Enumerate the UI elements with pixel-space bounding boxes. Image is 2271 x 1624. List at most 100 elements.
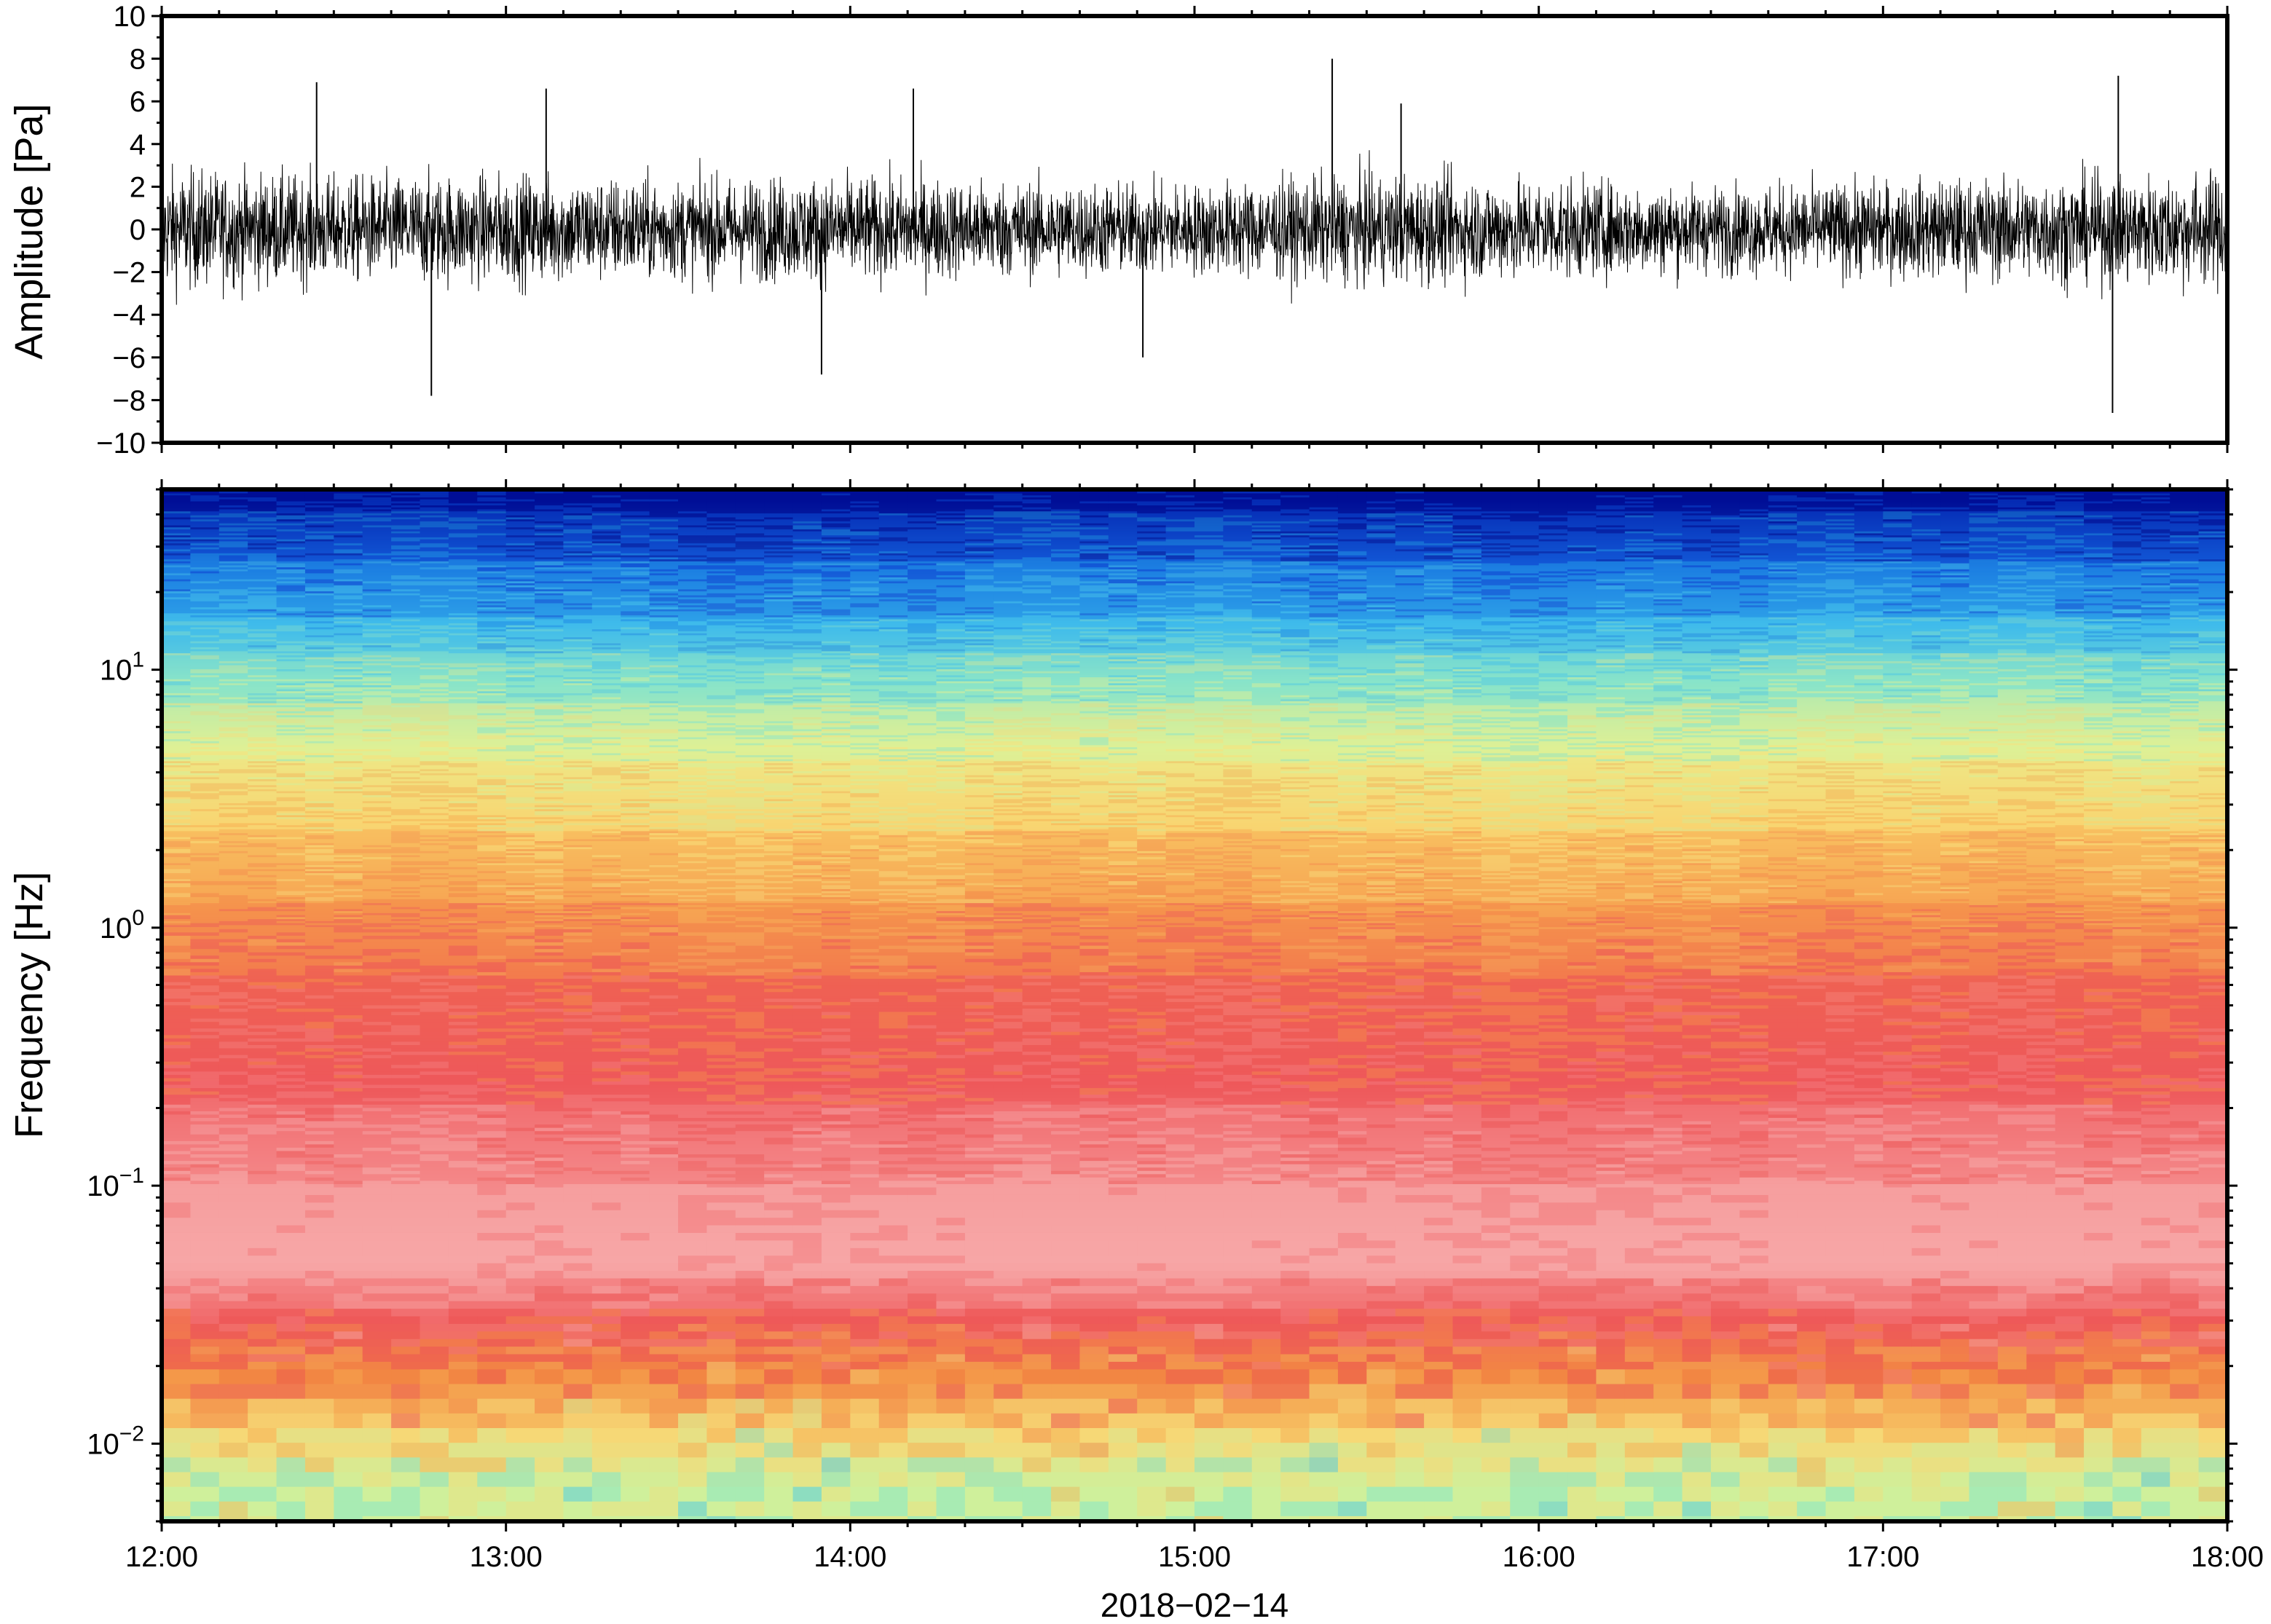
spectrogram-cell [477, 1071, 506, 1075]
spectrogram-cell [506, 1286, 535, 1294]
spectrogram-cell [334, 1355, 363, 1363]
spectrogram-cell [277, 1124, 306, 1128]
spectrogram-cell [305, 1148, 334, 1151]
spectrogram-cell [305, 1256, 334, 1264]
spectrogram-cell [506, 1472, 535, 1487]
spectrogram-cell [391, 929, 420, 933]
spectrogram-cell [190, 1025, 219, 1029]
spectrogram-cell [162, 1399, 191, 1414]
spectrogram-cell [277, 1210, 306, 1218]
spectrogram-cell [162, 1012, 191, 1016]
spectrogram-cell [190, 1101, 219, 1105]
spectrogram-cell [190, 972, 219, 976]
spectrogram-cell [334, 1095, 363, 1098]
spectrogram-cell [477, 1052, 506, 1055]
spectrogram-cell [449, 1226, 478, 1234]
spectrogram-cell [277, 1028, 306, 1032]
spectrogram-cell [449, 1114, 478, 1118]
spectrogram-cell [535, 1180, 564, 1184]
spectrogram-cell [420, 998, 449, 1002]
spectrogram-cell [506, 1384, 535, 1400]
spectrogram-cell [420, 1195, 449, 1203]
spectrogram-cell [305, 1301, 334, 1309]
spectrogram-cell [420, 982, 449, 986]
spectrogram-cell [219, 1065, 248, 1068]
spectrogram-cell [477, 1068, 506, 1072]
spectrogram-cell [334, 1293, 363, 1301]
spectrogram-cell [248, 1081, 277, 1085]
spectrogram-cell [363, 1278, 392, 1286]
spectrogram-cell [391, 1347, 420, 1355]
spectrogram-cell [219, 1240, 248, 1248]
spectrogram-cell [535, 1032, 564, 1036]
spectrogram-cell [277, 1005, 306, 1009]
spectrogram-cell [190, 1428, 219, 1443]
spectrogram-cell [219, 1025, 248, 1029]
spectrogram-cell [219, 1331, 248, 1339]
spectrogram-cell [334, 955, 363, 959]
spectrogram-cell [506, 1025, 535, 1029]
spectrogram-cell [535, 1271, 564, 1279]
spectrogram-cell [535, 1457, 564, 1473]
spectrogram-cell [535, 1154, 564, 1158]
spectrogram-cell [219, 949, 248, 953]
spectrogram-cell [363, 1248, 392, 1256]
spectrogram-cell [535, 955, 564, 959]
spectrogram-cell [162, 1202, 191, 1210]
spectrogram-cell [277, 1339, 306, 1347]
spectrogram-cell [334, 1347, 363, 1355]
spectrogram-cell [277, 1114, 306, 1118]
spectrogram-cell [219, 1271, 248, 1279]
spectrogram-cell [334, 1114, 363, 1118]
spectrogram-cell [391, 1138, 420, 1141]
spectrogram-cell [420, 1180, 449, 1184]
spectrogram-cell [190, 1301, 219, 1309]
spectrogram-cell [535, 1005, 564, 1009]
spectrogram-cell [248, 1108, 277, 1111]
spectrogram-cell [535, 936, 564, 939]
spectrogram-cell [449, 1045, 478, 1049]
spectrogram-cell [248, 1264, 277, 1272]
spectrogram-cell [305, 1248, 334, 1256]
spectrogram-cell [334, 936, 363, 939]
spectrogram-cell [190, 1111, 219, 1115]
spectrogram-cell [248, 1443, 277, 1458]
spectrogram-cell [190, 998, 219, 1002]
spectrogram-cell [277, 1248, 306, 1256]
spectrogram-cell [190, 1355, 219, 1363]
spectrogram-cell [277, 1138, 306, 1141]
spectrogram-cell [305, 1045, 334, 1049]
spectrogram-cell [248, 1502, 277, 1517]
spectrogram-cell [391, 1041, 420, 1045]
spectrogram-cell [391, 1248, 420, 1256]
spectrogram-cell [506, 1174, 535, 1178]
spectrogram-cell [334, 932, 363, 936]
spectrogram-cell [219, 998, 248, 1002]
spectrogram-cell [420, 1151, 449, 1155]
spectrogram-cell [162, 1041, 191, 1045]
spectrogram-cell [363, 996, 392, 999]
spectrogram-cell [363, 1098, 392, 1102]
spectrogram-cell [420, 1141, 449, 1145]
spectrogram-cell [248, 929, 277, 933]
spectrogram-cell [277, 1019, 306, 1022]
spectrogram-cell [363, 929, 392, 933]
spectrogram-cell [363, 1293, 392, 1301]
spectrogram-cell [506, 1151, 535, 1155]
spectrogram-cell [277, 1065, 306, 1068]
spectrogram-cell [506, 1233, 535, 1241]
amplitude-trace [162, 59, 2227, 413]
spectrogram-cell [477, 969, 506, 972]
spectrogram-cell [248, 1154, 277, 1158]
spectrogram-cell [219, 946, 248, 950]
spectrogram-cell [420, 985, 449, 989]
spectrogram-cell [162, 1151, 191, 1155]
spectrogram-cell [219, 1111, 248, 1115]
spectrogram-cell [219, 1414, 248, 1429]
spectrogram-cell [477, 1339, 506, 1347]
spectrogram-cell [449, 1025, 478, 1029]
spectrogram-cell [162, 1038, 191, 1042]
spectrogram-cell [219, 1095, 248, 1098]
spectrogram-cell [248, 1286, 277, 1294]
spectrogram-cell [449, 1052, 478, 1055]
